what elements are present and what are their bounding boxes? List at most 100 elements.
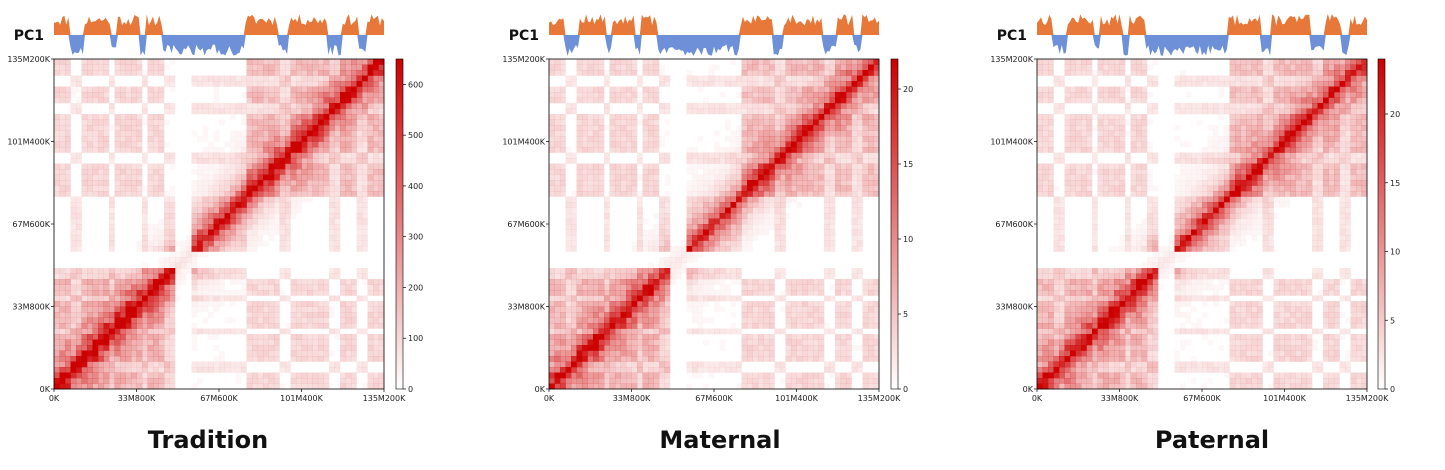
matrix-cell [76,103,82,109]
matrix-cell [301,383,308,390]
matrix-cell [835,279,841,285]
matrix-cell [340,158,346,164]
matrix-cell [785,108,792,115]
matrix-cell [708,328,715,335]
matrix-cell [868,70,874,76]
matrix-cell [236,378,242,384]
matrix-cell [70,224,77,230]
matrix-cell [290,185,297,192]
matrix-cell [235,180,242,186]
matrix-cell [125,312,132,318]
matrix-cell [785,196,792,203]
matrix-cell [703,202,709,208]
matrix-cell [329,125,335,131]
matrix-cell [741,108,748,115]
matrix-cell [312,279,319,285]
matrix-cell [769,119,775,126]
matrix-cell [829,328,836,335]
matrix-cell [840,279,847,285]
matrix-cell [615,191,621,197]
matrix-cell [103,361,110,368]
matrix-cell [329,191,335,197]
matrix-cell [802,284,808,291]
matrix-cell [835,114,841,120]
matrix-cell [257,334,264,340]
matrix-cell [274,163,280,170]
matrix-cell [802,158,808,164]
matrix-cell [835,70,841,76]
matrix-cell [98,323,104,329]
matrix-cell [741,235,748,241]
matrix-cell [279,108,286,115]
matrix-cell [318,284,324,291]
matrix-cell [598,174,605,181]
matrix-cell [136,136,143,142]
matrix-cell [829,75,836,82]
matrix-cell [802,152,808,159]
matrix-cell [824,75,830,82]
matrix-cell [868,279,874,285]
matrix-cell [620,367,627,373]
matrix-cell [241,108,247,115]
matrix-cell [213,279,220,285]
matrix-cell [631,290,638,296]
matrix-cell [351,86,357,93]
matrix-cell [631,345,638,351]
matrix-cell [103,328,110,335]
matrix-cell [642,169,649,175]
matrix-cell [560,295,566,302]
matrix-cell [70,108,77,115]
matrix-cell [758,75,764,82]
matrix-cell [98,136,104,142]
matrix-cell [290,317,297,324]
matrix-cell [829,81,836,87]
matrix-cell [378,372,385,379]
matrix-cell [719,367,726,373]
matrix-cell [791,356,797,362]
matrix-cell [637,240,643,247]
matrix-cell [285,103,291,109]
matrix-cell [626,378,632,384]
matrix-cell [362,218,368,225]
matrix-cell [851,70,858,76]
matrix-cell [76,246,82,252]
matrix-cell [741,334,748,340]
matrix-cell [720,290,726,296]
matrix-cell [340,323,346,329]
matrix-cell [780,119,786,126]
matrix-cell [318,147,324,153]
matrix-cell [290,169,297,175]
pc1-negative-area [1037,35,1367,56]
matrix-cell [835,301,841,307]
matrix-cell [230,279,236,285]
matrix-cell [356,152,363,159]
matrix-cell [763,284,770,291]
matrix-cell [230,131,236,137]
pc1-track [549,14,879,56]
matrix-cell [263,169,269,175]
matrix-cell [362,224,368,230]
matrix-cell [731,142,737,148]
matrix-cell [593,290,599,296]
matrix-cell [576,169,583,175]
matrix-cell [587,345,594,351]
matrix-cell [664,279,671,285]
matrix-cell [774,268,781,274]
matrix-cell [274,152,280,159]
matrix-cell [356,218,363,225]
matrix-cell [813,114,819,120]
matrix-cell [857,114,863,120]
matrix-cell [153,350,159,357]
matrix-cell [653,125,660,131]
matrix-cell [609,290,616,296]
matrix-cell [224,180,231,186]
matrix-cell [703,164,709,170]
matrix-cell [725,202,731,208]
matrix-cell [747,59,753,65]
matrix-cell [576,125,583,131]
matrix-cell [214,345,220,351]
matrix-cell [81,92,88,98]
matrix-cell [230,174,236,181]
matrix-cell [103,273,110,280]
matrix-cell [554,191,561,197]
